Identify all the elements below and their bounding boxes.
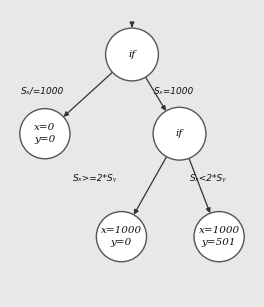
Text: x=0
y=0: x=0 y=0	[34, 123, 55, 144]
Text: x=1000
y=501: x=1000 y=501	[199, 226, 240, 247]
Text: Sₓ/=1000: Sₓ/=1000	[21, 87, 65, 96]
Circle shape	[106, 28, 158, 81]
Text: Sₓ=1000: Sₓ=1000	[154, 87, 195, 96]
Text: Sₓ<2*Sᵧ: Sₓ<2*Sᵧ	[190, 174, 227, 183]
Text: if: if	[176, 129, 183, 138]
Circle shape	[20, 109, 70, 159]
Circle shape	[153, 107, 206, 160]
Text: if: if	[128, 50, 136, 59]
Circle shape	[96, 212, 147, 262]
Text: x=1000
y=0: x=1000 y=0	[101, 226, 142, 247]
Text: Sₓ>=2*Sᵧ: Sₓ>=2*Sᵧ	[73, 174, 117, 183]
Circle shape	[194, 212, 244, 262]
